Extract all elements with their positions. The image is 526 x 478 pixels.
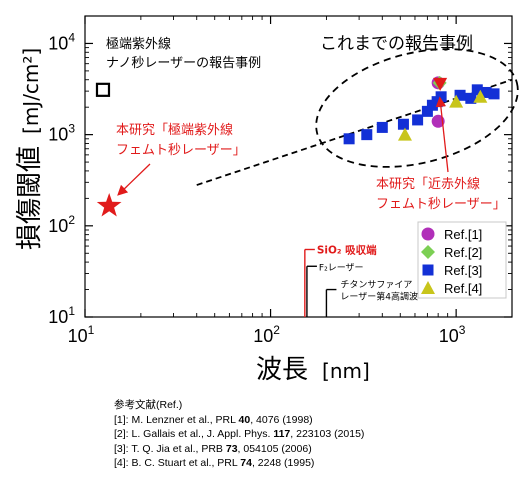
series-3-point-12: [471, 84, 483, 96]
series-3-point-11: [465, 92, 477, 104]
this-work-euv-label-line-1: 本研究「極端紫外線: [116, 122, 233, 138]
series-4-point-2: [449, 94, 464, 108]
x-tick-label: 102: [253, 323, 280, 346]
legend-marker-1: [421, 227, 435, 241]
trend-line: [196, 78, 513, 186]
series-3-point-9: [435, 91, 447, 103]
series-4-point-3: [473, 89, 488, 103]
y-tick-label: 104: [48, 30, 75, 53]
ti-sapphire-4th-harmonic-label-line-1: チタンサファイア: [340, 280, 412, 291]
this-work-euv-label-line-2: フェムト秒レーザー」: [116, 143, 246, 158]
series-3-point-6: [421, 105, 433, 117]
legend-label-4: Ref.[4]: [444, 281, 482, 296]
reference-1: [1]: M. Lenzner et al., PRL 40, 4076 (19…: [114, 413, 313, 426]
this-work-nir-triangle: [433, 77, 448, 91]
f2-laser-label: F₂レーザー: [319, 262, 364, 273]
this-work-euv-star: [96, 193, 122, 217]
euv-ns-point: [95, 82, 111, 97]
series-4-point-1: [397, 127, 412, 141]
series-3-point-14: [488, 88, 500, 100]
legend-label-2: Ref.[2]: [444, 245, 482, 260]
legend-marker-4: [421, 281, 435, 294]
reports-ellipse: [315, 48, 519, 168]
reports-region-label: これまでの報告事例: [320, 34, 473, 54]
y-tick-label: 101: [48, 304, 75, 327]
legend-label-3: Ref.[3]: [444, 263, 482, 278]
x-tick-label: 101: [68, 323, 95, 346]
ti-sapphire-4th-harmonic-label-line-2: レーザー第4高調波: [340, 291, 418, 303]
series-3-point-13: [480, 86, 492, 98]
y-tick-label: 102: [48, 213, 75, 236]
series-3-point-4: [397, 118, 409, 130]
sio2-absorption-edge-label: SiO₂ 吸収端: [317, 243, 377, 256]
this-work-nir-label-line-1: 本研究「近赤外線: [376, 176, 480, 192]
series-1-point-2: [431, 114, 445, 128]
series-3-point-2: [361, 129, 373, 141]
series-3-point-5: [412, 114, 424, 126]
reference-4: [4]: B. C. Stuart et al., PRL 74, 2248 (…: [114, 457, 315, 469]
euv-ns-label-line-1: 極端紫外線: [106, 36, 171, 52]
legend: Ref.[1] Ref.[2] Ref.[3] Ref.[4]: [417, 221, 507, 299]
plot-frame: [84, 15, 513, 318]
x-axis-title: 波長 [nm]: [256, 355, 370, 385]
series-3-point-3: [376, 121, 388, 133]
series-3-point-10: [454, 89, 466, 101]
legend-marker-2: [421, 245, 435, 259]
this-work-nir-label-line-2: フェムト秒レーザー」: [376, 197, 506, 212]
y-tick-label: 103: [48, 122, 75, 145]
euv-ns-label-line-2: ナノ秒レーザーの報告事例: [106, 56, 261, 71]
series-3-point-1: [343, 133, 355, 145]
legend-marker-3: [422, 264, 434, 276]
damage-threshold-chart: 101 102 103 101 102 103 104 波長 [nm] 損傷閾値[mJ/cm²] こ…: [15, 15, 519, 385]
reference-2: [2]: L. Gallais et al., J. Appl. Phys. 1…: [114, 428, 365, 440]
y-axis-title: 損傷閾値[mJ/cm²]: [15, 48, 45, 250]
reference-3: [3]: T. Q. Jia et al., PRB 73, 054105 (2…: [114, 442, 312, 455]
x-tick-label: 103: [439, 323, 466, 346]
this-work-euv-arrow: [117, 163, 151, 196]
this-work-nir-arrow: [435, 96, 449, 173]
references-title: 参考文献(Ref.): [114, 399, 183, 411]
legend-label-1: Ref.[1]: [444, 227, 482, 242]
references-block: 参考文献(Ref.) [1]: M. Lenzner et al., PRL 4…: [114, 398, 364, 471]
